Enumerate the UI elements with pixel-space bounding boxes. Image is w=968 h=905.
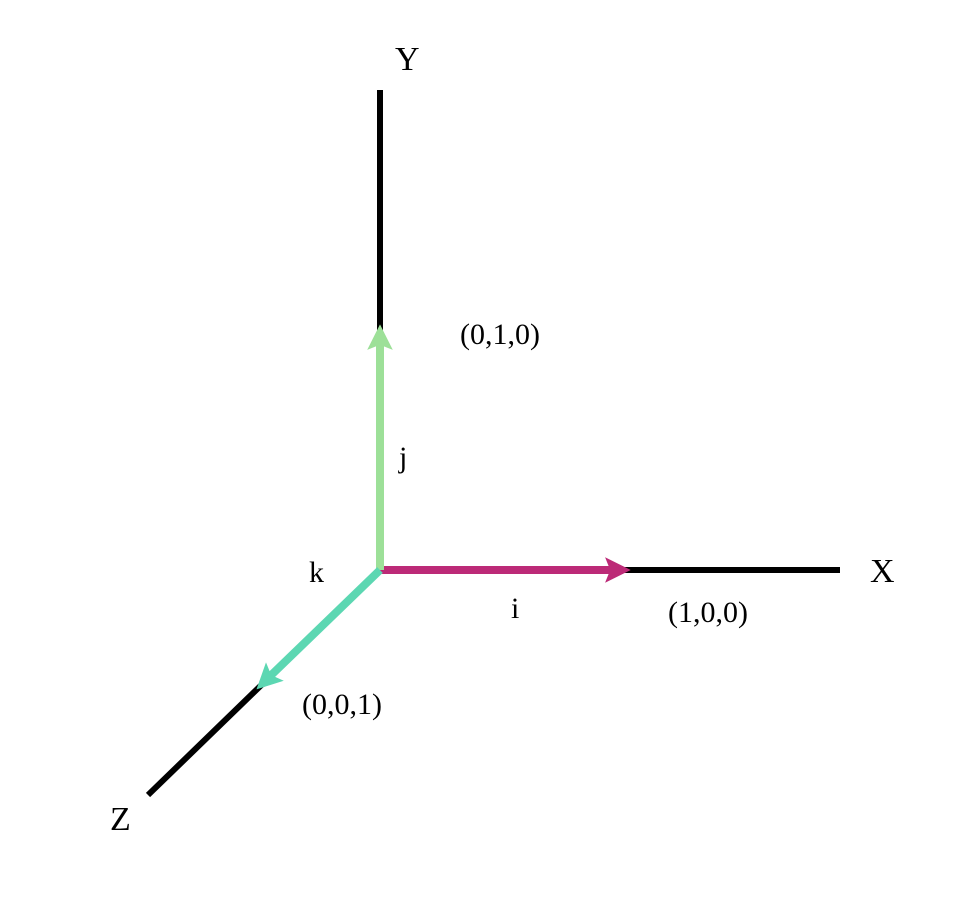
j-coord-label: (0,1,0) bbox=[460, 318, 540, 351]
k-vector-label: k bbox=[309, 556, 324, 589]
j-vector-label: j bbox=[398, 441, 407, 474]
z-axis-label: Z bbox=[110, 801, 131, 838]
coordinate-diagram: X Y Z i j k (1,0,0) (0,1,0) (0,0,1) bbox=[0, 0, 968, 905]
i-coord-label: (1,0,0) bbox=[668, 596, 748, 629]
i-vector-label: i bbox=[511, 592, 519, 625]
x-axis-label: X bbox=[870, 553, 895, 590]
k-coord-label: (0,0,1) bbox=[302, 688, 382, 721]
y-axis-label: Y bbox=[395, 41, 420, 78]
